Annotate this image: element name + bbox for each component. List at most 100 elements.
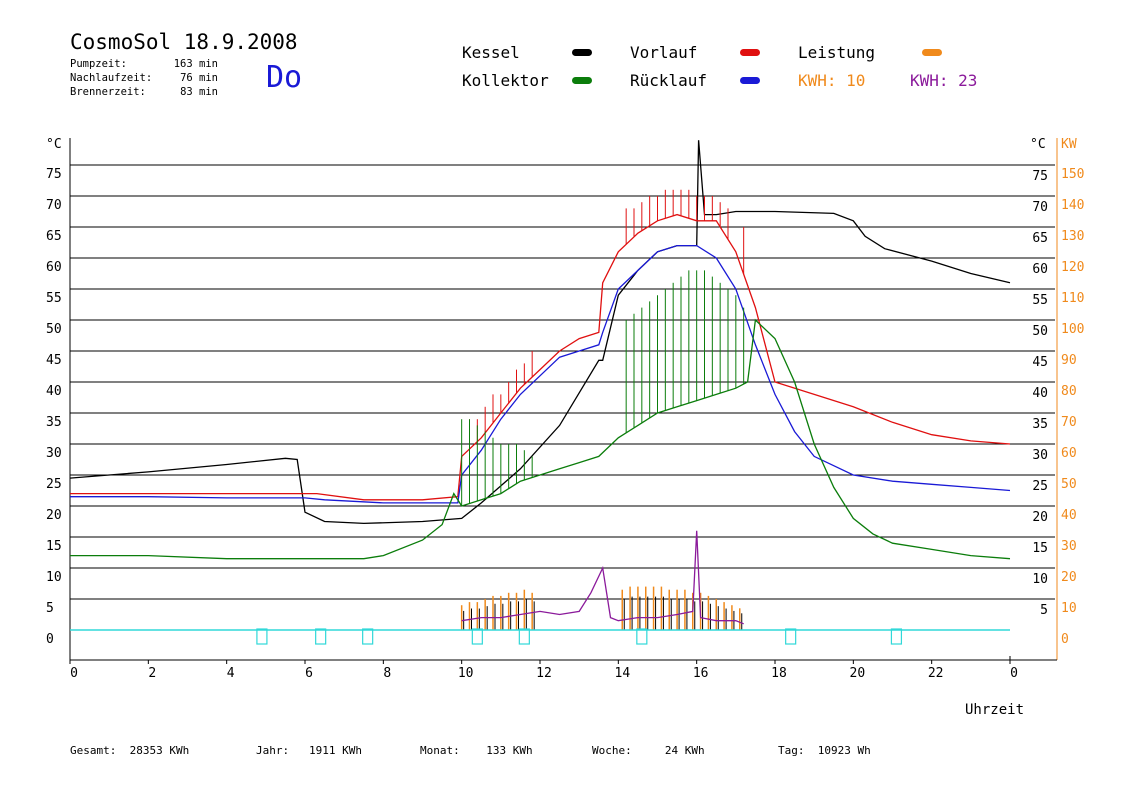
- x-tick-label: 12: [536, 666, 552, 681]
- x-tick-label: 20: [850, 666, 866, 681]
- footer-jahr: Jahr: 1911 KWh: [256, 744, 362, 757]
- x-tick-label: 10: [458, 666, 474, 681]
- y-tick-right-power: 40: [1061, 508, 1077, 523]
- chart-title: CosmoSol 18.9.2008: [70, 30, 298, 54]
- y-axis-right-temp-unit: °C: [1030, 137, 1046, 152]
- x-axis-label: Uhrzeit: [965, 702, 1024, 718]
- y-axis-left-unit: °C: [46, 137, 62, 152]
- y-tick-right-power: 140: [1061, 198, 1084, 213]
- legend-kollektor-swatch: [572, 77, 592, 84]
- legend-ruecklauf-label: Rücklauf: [630, 71, 708, 90]
- y-tick-right-power: 60: [1061, 446, 1077, 461]
- y-tick-left: 5: [46, 601, 54, 616]
- axes: [69, 138, 1058, 664]
- legend-leistung-label: Leistung: [798, 43, 876, 62]
- series-pumpe-line: [461, 530, 744, 625]
- series-brenner-box: [471, 628, 483, 645]
- x-tick-label: 6: [305, 666, 313, 681]
- y-tick-right-power: 30: [1061, 539, 1077, 554]
- y-tick-left: 60: [46, 260, 62, 275]
- x-tick-label: 0: [1010, 666, 1018, 681]
- stat-pumpzeit: Pumpzeit: 163 min: [70, 58, 218, 70]
- x-tick-label: 16: [693, 666, 709, 681]
- x-tick-label: 8: [383, 666, 391, 681]
- series-brenner-box: [315, 628, 327, 645]
- y-tick-left: 10: [46, 570, 62, 585]
- y-tick-left: 45: [46, 353, 62, 368]
- footer-tag: Tag: 10923 Wh: [778, 744, 871, 757]
- legend-leistung-swatch: [922, 49, 942, 56]
- x-tick-label: 22: [928, 666, 944, 681]
- legend-kessel-swatch: [572, 49, 592, 56]
- y-tick-right-power: 80: [1061, 384, 1077, 399]
- y-tick-right-power: 90: [1061, 353, 1077, 368]
- y-tick-right-temp: 40: [1032, 386, 1048, 401]
- y-tick-left: 75: [46, 167, 62, 182]
- y-tick-right-power: 20: [1061, 570, 1077, 585]
- y-axis-right-power-unit: KW: [1061, 137, 1077, 152]
- y-axis-right-power-ticks: 0 10 20 30 40 50 60 70 80 90 100 110 120 130 140 150: [1061, 167, 1084, 647]
- series-brenner-box: [256, 628, 268, 645]
- series-brenner-box: [785, 628, 797, 645]
- y-tick-right-power: 100: [1061, 322, 1084, 337]
- x-tick-label: 14: [615, 666, 631, 681]
- series-kessel-line: [69, 140, 1011, 525]
- y-tick-left: 15: [46, 539, 62, 554]
- legend-vorlauf-swatch: [740, 49, 760, 56]
- y-tick-right-temp: 5: [1040, 603, 1048, 618]
- series-vorlauf-line: [70, 213, 1011, 501]
- footer-gesamt: Gesamt: 28353 KWh: [70, 744, 190, 757]
- y-tick-right-temp: 30: [1032, 448, 1048, 463]
- x-tick-label: 4: [227, 666, 235, 681]
- y-tick-right-power: 110: [1061, 291, 1084, 306]
- y-tick-left: 70: [46, 198, 62, 213]
- y-tick-left: 50: [46, 322, 62, 337]
- y-axis-left-ticks: 0 5 10 15 20 25 30 35 40 45 50 55 60 65 70 75: [46, 167, 62, 647]
- gridlines: [70, 164, 1055, 600]
- y-tick-right-temp: 65: [1032, 231, 1048, 246]
- y-tick-right-temp: 60: [1032, 262, 1048, 277]
- y-tick-right-power: 120: [1061, 260, 1084, 275]
- y-tick-right-temp: 70: [1032, 200, 1048, 215]
- y-tick-right-temp: 25: [1032, 479, 1048, 494]
- series-layer: [69, 140, 1011, 645]
- y-tick-left: 55: [46, 291, 62, 306]
- series-kollektor-line: [70, 318, 1011, 560]
- y-tick-right-temp: 50: [1032, 324, 1048, 339]
- y-tick-right-power: 150: [1061, 167, 1084, 182]
- y-tick-left: 35: [46, 415, 62, 430]
- y-tick-right-temp: 20: [1032, 510, 1048, 525]
- y-tick-right-temp: 75: [1032, 169, 1048, 184]
- legend-kessel-label: Kessel: [462, 43, 520, 62]
- y-tick-left: 40: [46, 384, 62, 399]
- series-brenner-box: [362, 628, 374, 645]
- y-tick-left: 65: [46, 229, 62, 244]
- y-tick-right-temp: 45: [1032, 355, 1048, 370]
- x-tick-label: 18: [771, 666, 787, 681]
- stat-brennerzeit: Brennerzeit: 83 min: [70, 86, 218, 98]
- y-tick-right-power: 130: [1061, 229, 1084, 244]
- footer-monat: Monat: 133 KWh: [420, 744, 533, 757]
- y-tick-right-temp: 15: [1032, 541, 1048, 556]
- legend-kwh-orange: KWH: 10: [798, 71, 866, 90]
- legend-ruecklauf-swatch: [740, 77, 760, 84]
- stat-nachlaufzeit: Nachlaufzeit: 76 min: [70, 72, 218, 84]
- y-tick-right-power: 50: [1061, 477, 1077, 492]
- y-tick-right-temp: 10: [1032, 572, 1048, 587]
- series-rcklauf-line: [70, 244, 1011, 504]
- y-tick-left: 0: [46, 632, 54, 647]
- y-tick-right-power: 70: [1061, 415, 1077, 430]
- legend-vorlauf-label: Vorlauf: [630, 43, 698, 62]
- y-tick-left: 30: [46, 446, 62, 461]
- x-tick-label: 0: [70, 666, 78, 681]
- x-axis-ticks: 0 2 4 6 8 10 12 14 16 18 20 22 0: [69, 660, 1018, 681]
- x-tick-label: 2: [148, 666, 156, 681]
- weekday-label: Do: [266, 60, 303, 95]
- series-brenner-box: [518, 628, 530, 645]
- y-tick-right-power: 0: [1061, 632, 1069, 647]
- series-brenner-box: [890, 628, 903, 645]
- y-tick-right-temp: 55: [1032, 293, 1048, 308]
- series-brenner-box: [636, 628, 648, 645]
- y-axis-right-temp-ticks: 5 10 15 20 25 30 35 40 45 50 55 60 65 70 75: [1032, 169, 1048, 618]
